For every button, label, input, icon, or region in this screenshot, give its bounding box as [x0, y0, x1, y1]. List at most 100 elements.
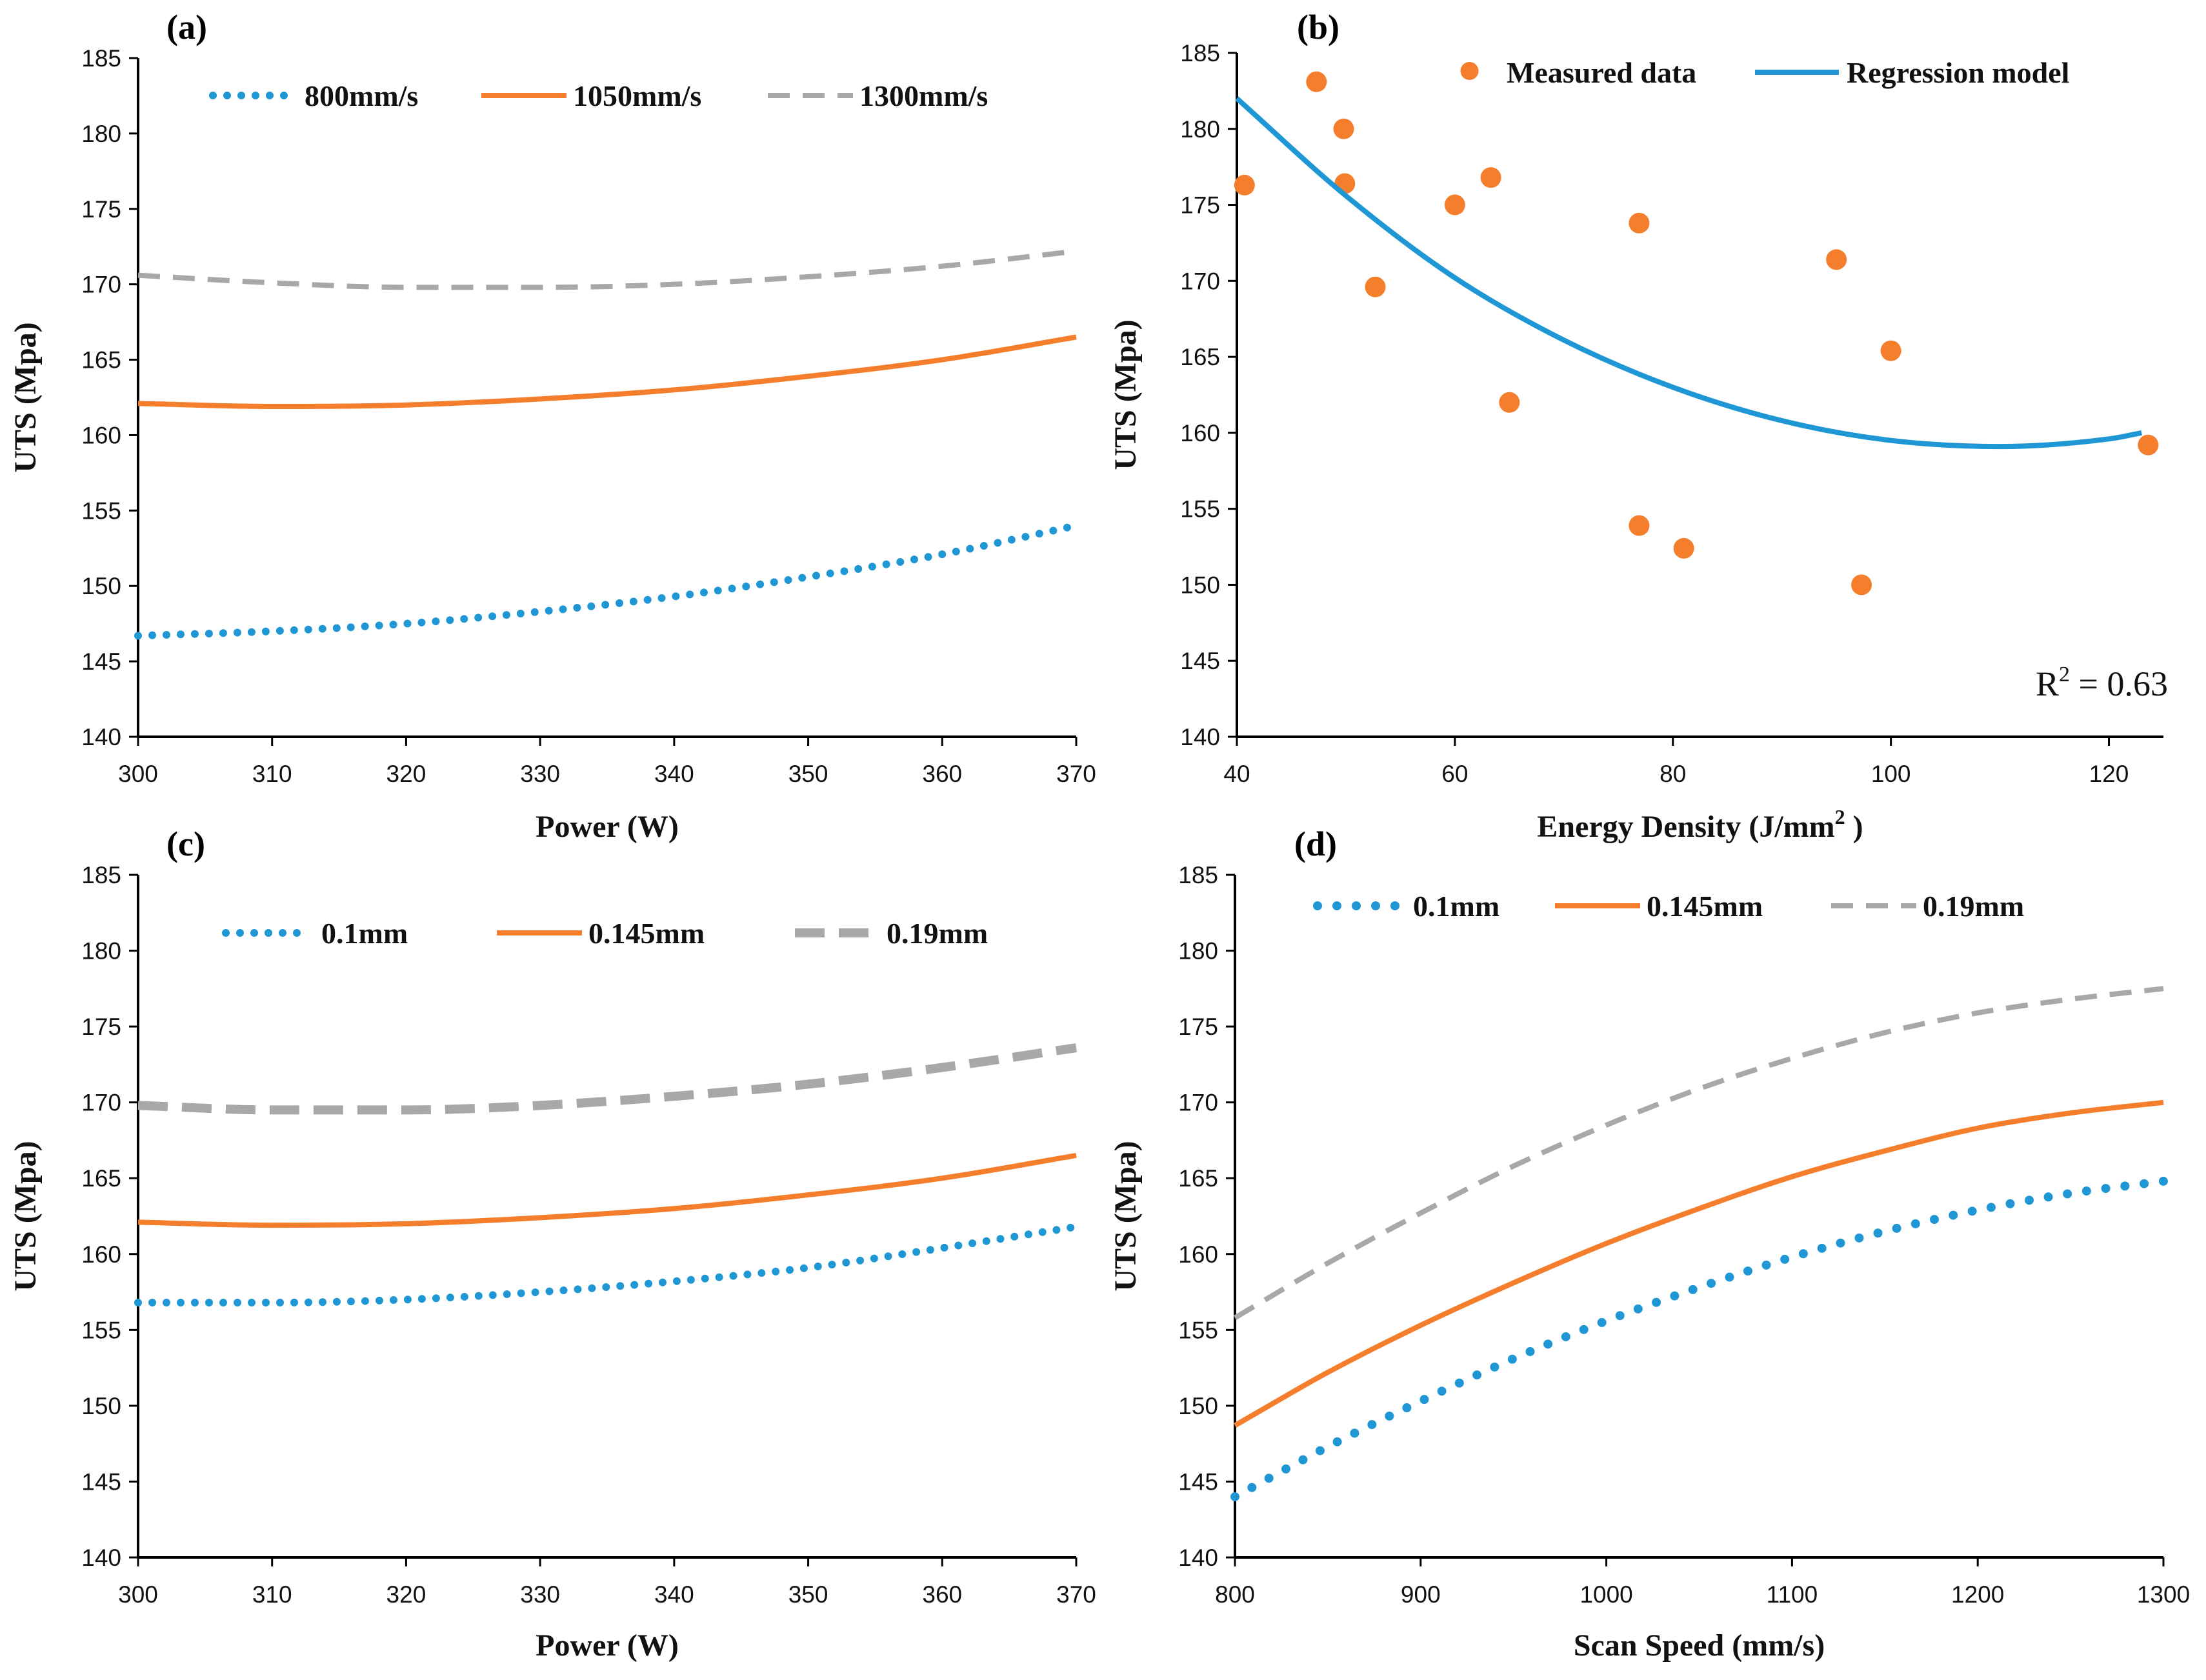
y-tick-label: 140: [1180, 724, 1220, 750]
y-tick-label: 150: [1178, 1393, 1218, 1419]
series-line-0-145mm: [1234, 1099, 2164, 1428]
data-point: [1499, 392, 1520, 413]
y-tick-label: 140: [81, 724, 121, 750]
series-line-1300mm-s: [137, 248, 1077, 290]
y-tick-label: 165: [81, 1165, 121, 1192]
legend-label: 1300mm/s: [859, 79, 988, 112]
legend-label: 0.1mm: [1413, 890, 1499, 923]
data-point: [1333, 118, 1354, 139]
legend-label: 800mm/s: [305, 79, 418, 112]
y-tick-label: 175: [1180, 192, 1220, 219]
y-tick-label: 145: [1178, 1468, 1218, 1495]
r-squared-superscript: 2: [2059, 663, 2070, 686]
y-tick-label: 175: [1178, 1014, 1218, 1040]
y-tick-label: 140: [1178, 1545, 1218, 1571]
legend-label: 0.1mm: [321, 917, 408, 950]
x-tick-label: 360: [922, 761, 962, 787]
data-point: [1365, 276, 1386, 297]
x-tick-label: 330: [520, 1581, 560, 1608]
x-tick-label: 300: [118, 1581, 158, 1608]
y-tick-label: 180: [81, 938, 121, 965]
y-tick-label: 165: [81, 347, 121, 374]
series-line-0-145mm: [137, 1153, 1077, 1228]
y-tick-label: 185: [81, 862, 121, 888]
x-tick-label: 800: [1215, 1581, 1255, 1608]
legend-label: Measured data: [1507, 56, 1696, 89]
legend-label: Regression model: [1847, 56, 2069, 89]
data-point: [1306, 71, 1327, 92]
x-tick-label: 60: [1441, 761, 1468, 787]
r-squared-symbol: R: [2036, 665, 2059, 703]
x-tick-label: 360: [922, 1581, 962, 1608]
panel-label: (b): [1297, 8, 1339, 46]
series-measured-data: [1234, 71, 2159, 595]
y-tick-label: 175: [81, 196, 121, 223]
x-tick-label: 1300: [2137, 1581, 2190, 1608]
y-tick-label: 165: [1180, 344, 1220, 370]
y-tick-label: 145: [81, 1468, 121, 1495]
x-axis-title-superscript: 2: [1835, 805, 1845, 828]
x-axis-title: Power (W): [536, 810, 679, 844]
x-axis-title-end: ): [1845, 810, 1863, 844]
y-tick-label: 170: [81, 272, 121, 298]
x-tick-label: 120: [2089, 761, 2129, 787]
series-line-1050mm-s: [137, 334, 1077, 410]
data-point: [1880, 340, 1901, 361]
y-tick-label: 165: [1178, 1165, 1218, 1192]
legend-label: 0.19mm: [887, 917, 988, 950]
x-axis-title-main: Energy Density (J/mm: [1537, 810, 1834, 844]
data-point: [2138, 434, 2159, 455]
data-point: [1629, 515, 1650, 536]
y-tick-label: 145: [1180, 648, 1220, 674]
panel-label: (c): [166, 825, 205, 863]
data-point: [1673, 537, 1694, 559]
y-axis-title: UTS (Mpa): [1108, 319, 1143, 470]
y-tick-label: 170: [81, 1090, 121, 1116]
y-tick-label: 145: [81, 648, 121, 675]
y-tick-label: 155: [1178, 1317, 1218, 1343]
series-line-800mm-s: [134, 521, 1080, 640]
y-tick-label: 180: [1178, 938, 1218, 965]
x-tick-label: 80: [1660, 761, 1686, 787]
data-point: [1234, 174, 1255, 195]
series-line-0-19mm: [137, 1043, 1078, 1115]
panel-label: (a): [166, 8, 207, 46]
y-tick-label: 140: [81, 1545, 121, 1571]
x-tick-label: 1100: [1767, 1581, 1818, 1608]
legend-label: 0.19mm: [1923, 890, 2024, 923]
y-tick-label: 150: [81, 1393, 121, 1419]
x-tick-label: 900: [1401, 1581, 1441, 1608]
y-tick-label: 160: [1178, 1241, 1218, 1268]
legend-label: 0.145mm: [588, 917, 705, 950]
y-tick-label: 170: [1178, 1090, 1218, 1116]
x-tick-label: 370: [1056, 761, 1096, 787]
x-axis-title: Energy Density (J/mm2 ): [1537, 805, 1863, 844]
y-tick-label: 175: [81, 1014, 121, 1040]
series-line-regression-model: [1235, 96, 2142, 450]
series-line-0-1mm: [1230, 1176, 2168, 1501]
legend-label: 1050mm/s: [573, 79, 701, 112]
y-tick-label: 160: [1180, 420, 1220, 446]
x-tick-label: 100: [1871, 761, 1911, 787]
panel-label: (d): [1294, 825, 1337, 863]
x-tick-label: 350: [788, 1581, 828, 1608]
y-tick-label: 170: [1180, 268, 1220, 294]
panel-d: 140 145 150 155 160 165 170 175 180 185 800 900 1000…: [1108, 825, 2190, 1663]
x-tick-label: 310: [252, 761, 292, 787]
panel-b: 140 145 150 155 160 165 170 175 180 185 40 60 80 100 1…: [1108, 8, 2168, 844]
x-tick-label: 1200: [1951, 1581, 2004, 1608]
panels: 140 145 150 155 160 165 170 175 180 185 300 310 320 3…: [8, 8, 2190, 1663]
x-tick-label: 330: [520, 761, 560, 787]
y-tick-label: 150: [81, 573, 121, 599]
legend-label: 0.145mm: [1647, 890, 1763, 923]
y-tick-label: 160: [81, 422, 121, 448]
series-line-0-19mm: [1233, 986, 2164, 1320]
panel-c: 140 145 150 155 160 165 170 175 180 185 300 310 320 3…: [8, 825, 1096, 1663]
x-tick-label: 300: [118, 761, 158, 787]
r-squared-annotation: R2 = 0.63: [2036, 663, 2168, 703]
x-tick-label: 1000: [1579, 1581, 1632, 1608]
x-tick-label: 320: [386, 761, 426, 787]
y-tick-label: 150: [1180, 572, 1220, 598]
